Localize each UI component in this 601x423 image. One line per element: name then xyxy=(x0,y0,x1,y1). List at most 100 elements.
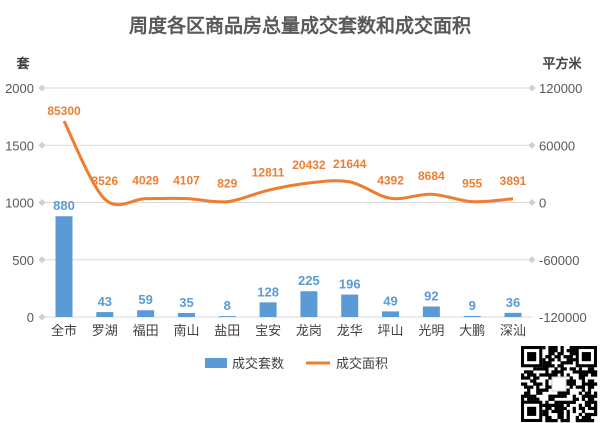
qr-module xyxy=(545,418,549,423)
qr-module xyxy=(527,391,531,395)
qr-module xyxy=(569,379,573,383)
qr-module xyxy=(569,382,573,386)
qr-module xyxy=(551,397,555,401)
tick-marker xyxy=(528,256,536,264)
qr-module xyxy=(593,412,598,417)
qr-module xyxy=(554,418,558,423)
qr-module xyxy=(542,373,546,377)
qr-module xyxy=(527,397,531,401)
qr-module xyxy=(572,400,576,404)
x-tick-label: 深汕 xyxy=(500,324,526,339)
qr-module xyxy=(557,394,561,398)
bar xyxy=(463,315,481,317)
left-axis-label: 套 xyxy=(15,56,30,72)
qr-module xyxy=(554,406,558,411)
qr-module xyxy=(569,400,573,404)
qr-module xyxy=(560,367,564,371)
qr-module xyxy=(536,376,540,380)
qr-module xyxy=(572,346,576,350)
qr-module xyxy=(551,352,555,356)
x-tick-label: 盐田 xyxy=(214,324,240,339)
qr-module xyxy=(533,376,537,380)
qr-module xyxy=(590,406,595,411)
qr-module xyxy=(542,403,546,407)
qr-module xyxy=(530,397,534,401)
qr-module xyxy=(554,370,558,374)
qr-module xyxy=(581,376,586,380)
tick-marker xyxy=(38,198,46,207)
bar-data-label: 225 xyxy=(298,273,320,288)
line-data-label: 20432 xyxy=(292,158,326,172)
qr-module xyxy=(527,388,531,392)
qr-module xyxy=(560,406,564,411)
qr-module xyxy=(545,406,549,411)
qr-module xyxy=(545,379,549,383)
bar xyxy=(259,302,277,317)
qr-module xyxy=(527,376,531,380)
qr-module xyxy=(545,409,549,414)
qr-module xyxy=(572,370,576,374)
qr-module xyxy=(557,355,561,359)
qr-module xyxy=(563,400,567,404)
qr-module xyxy=(533,382,537,386)
qr-module xyxy=(587,403,592,407)
qr-module xyxy=(557,409,561,414)
qr-module xyxy=(569,355,573,359)
qr-module xyxy=(581,373,586,377)
qr-module xyxy=(587,400,592,404)
tick-marker xyxy=(528,141,536,149)
qr-module xyxy=(578,391,582,395)
left-tick-label: 1000 xyxy=(5,196,34,211)
qr-module xyxy=(545,403,549,407)
qr-module xyxy=(530,385,534,389)
qr-module xyxy=(545,355,549,359)
qr-module xyxy=(527,385,531,389)
right-axis-label: 平方米 xyxy=(542,56,582,72)
qr-module xyxy=(560,364,564,368)
qr-module xyxy=(584,370,589,374)
qr-module xyxy=(566,379,570,383)
qr-module xyxy=(530,370,534,374)
bar-data-label: 36 xyxy=(506,295,520,310)
qr-module xyxy=(542,409,546,414)
qr-module xyxy=(542,361,546,365)
qr-module xyxy=(572,409,576,414)
bar-data-label: 49 xyxy=(383,293,397,308)
qr-module xyxy=(545,415,549,420)
line-data-label: 3526 xyxy=(91,174,118,188)
qr-module xyxy=(560,391,564,395)
right-tick-label: 120000 xyxy=(539,81,582,96)
left-tick-label: 2000 xyxy=(5,81,34,96)
qr-module xyxy=(554,373,558,377)
bar-data-label: 59 xyxy=(138,292,152,307)
qr-module xyxy=(548,406,552,411)
qr-module xyxy=(560,412,564,417)
bar-data-label: 43 xyxy=(98,294,112,309)
qr-module xyxy=(557,370,561,374)
qr-module xyxy=(584,391,589,395)
qr-module xyxy=(548,355,552,359)
qr-module xyxy=(587,394,592,398)
qr-module xyxy=(551,346,555,350)
qr-module xyxy=(584,373,589,377)
x-tick-label: 坪山 xyxy=(378,324,404,339)
qr-module xyxy=(587,379,592,383)
line-series xyxy=(62,120,514,207)
qr-module xyxy=(548,364,552,368)
tick-marker xyxy=(528,198,536,207)
qr-module xyxy=(593,382,598,386)
qr-module xyxy=(587,385,592,389)
qr-module xyxy=(521,373,525,377)
bar xyxy=(218,316,236,317)
qr-module xyxy=(584,394,589,398)
bar-data-label: 196 xyxy=(339,277,361,292)
qr-module xyxy=(593,370,598,374)
qr-module xyxy=(569,367,573,371)
bar xyxy=(55,216,73,317)
x-tick-label: 龙华 xyxy=(337,324,363,339)
qr-module xyxy=(548,403,552,407)
right-tick-label: -60000 xyxy=(539,253,579,268)
qr-finder xyxy=(581,352,591,362)
qr-module xyxy=(545,385,549,389)
line-data-label: 3891 xyxy=(500,174,527,188)
